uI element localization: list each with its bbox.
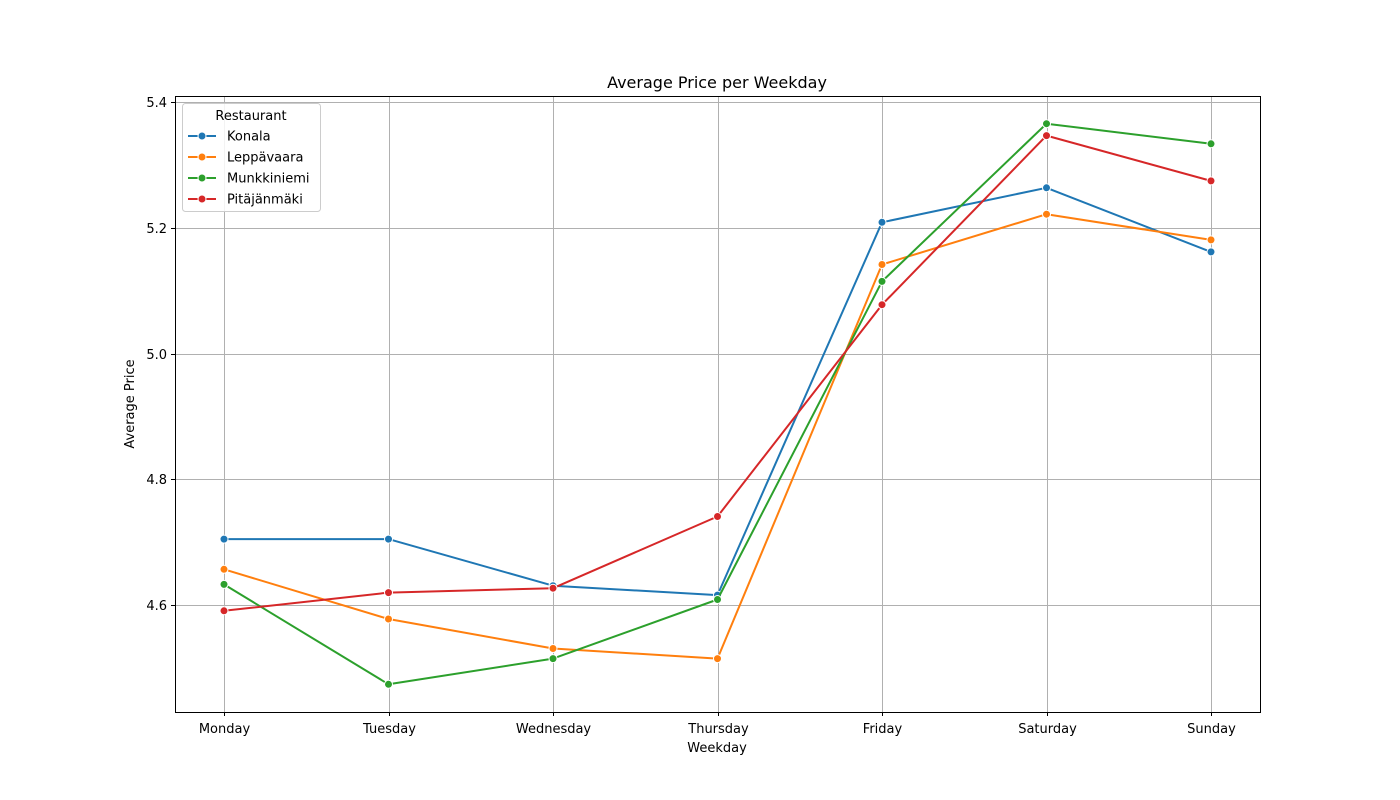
x-tick-label: Saturday: [1018, 722, 1077, 737]
legend-entry: Pitäjänmäki: [188, 193, 303, 208]
data-point: [713, 595, 722, 604]
legend-label: Pitäjänmäki: [227, 193, 303, 208]
chart-title: Average Price per Weekday: [607, 73, 827, 92]
legend-box: [182, 103, 321, 212]
series-pitäjänmäki: [219, 131, 1216, 616]
legend-marker: [197, 194, 207, 204]
x-tick-label: Wednesday: [516, 722, 592, 737]
data-point: [877, 260, 887, 269]
y-axis-title: Average Price: [123, 359, 138, 448]
data-point: [713, 654, 722, 664]
legend-marker: [197, 152, 207, 162]
data-point: [384, 534, 393, 544]
y-tick-label: 4.8: [146, 473, 167, 488]
data-point: [219, 579, 229, 589]
y-tick-label: 5.4: [146, 96, 167, 111]
data-point: [1206, 235, 1216, 245]
legend-items: Konala Leppävaara Munkkiniemi Pitäjänmäki: [188, 130, 310, 208]
legend-label: Konala: [227, 130, 271, 145]
legend-label: Leppävaara: [227, 151, 303, 166]
legend-entry: Konala: [188, 130, 271, 145]
data-point: [548, 644, 558, 653]
data-point: [877, 276, 887, 286]
data-point: [1042, 183, 1051, 193]
y-tick-label: 5.0: [146, 348, 167, 363]
data-point: [877, 217, 887, 227]
legend-marker: [197, 131, 207, 141]
y-axis-ticks: 4.6 4.8 5.0 5.2 5.4: [146, 96, 175, 614]
x-tick-label: Sunday: [1187, 722, 1236, 737]
x-axis-title: Weekday: [687, 741, 747, 756]
data-point: [219, 564, 229, 574]
series-leppävaara: [219, 209, 1216, 664]
data-point: [1206, 139, 1216, 149]
data-point: [548, 583, 558, 593]
x-tick-label: Tuesday: [362, 722, 416, 737]
data-point: [713, 512, 722, 521]
data-point: [384, 679, 393, 689]
data-point: [1206, 176, 1216, 186]
gridlines: [175, 96, 1260, 712]
legend-label: Munkkiniemi: [227, 172, 310, 187]
data-point: [384, 614, 393, 624]
y-tick-label: 5.2: [146, 222, 167, 237]
data-point: [219, 606, 229, 616]
legend-entry: Munkkiniemi: [188, 172, 310, 187]
data-point: [1042, 209, 1051, 219]
series-munkkiniemi: [219, 119, 1216, 689]
x-axis-ticks: Monday Tuesday Wednesday Thursday Friday Satu…: [199, 712, 1236, 737]
legend: Restaurant Konala Leppävaara Munkkiniemi Pi…: [182, 103, 321, 212]
y-tick-label: 4.6: [146, 599, 167, 614]
data-point: [1042, 119, 1051, 129]
data-point: [384, 588, 393, 598]
data-point: [548, 654, 558, 664]
x-tick-label: Friday: [863, 722, 903, 737]
data-point: [1206, 247, 1216, 257]
data-point: [219, 534, 229, 544]
data-point: [1042, 131, 1051, 141]
legend-title: Restaurant: [215, 109, 286, 124]
series-layer: [219, 119, 1216, 689]
data-point: [877, 300, 887, 310]
x-tick-label: Monday: [199, 722, 251, 737]
legend-marker: [197, 173, 207, 183]
x-tick-label: Thursday: [687, 722, 749, 737]
legend-entry: Leppävaara: [188, 151, 303, 166]
